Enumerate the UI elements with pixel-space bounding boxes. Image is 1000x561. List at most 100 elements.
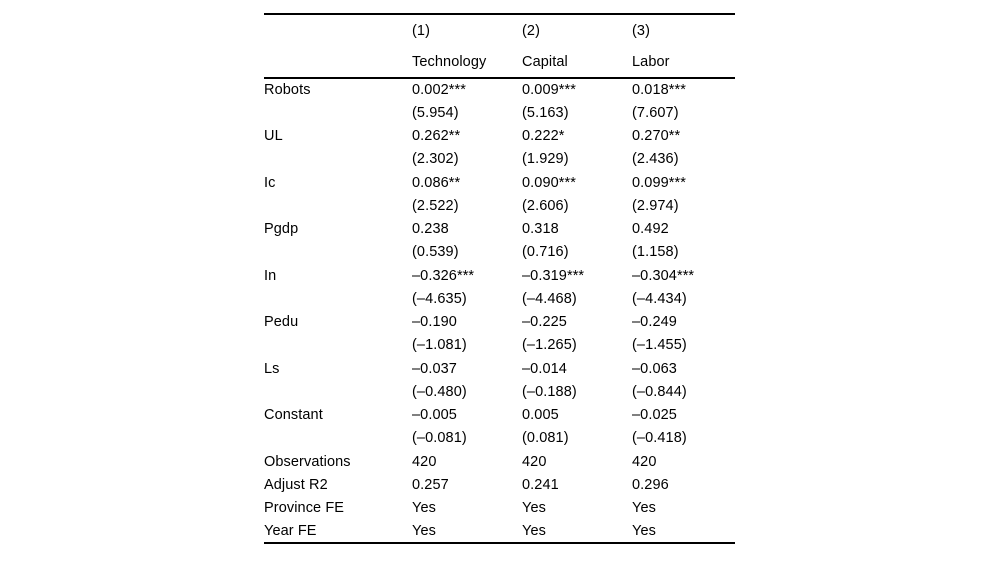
cell: (1.158): [632, 244, 679, 261]
cell: (2.302): [412, 151, 459, 168]
cell: 0.241: [522, 476, 559, 493]
cell: –0.005: [412, 407, 457, 424]
table-row-pgdp: Pgdp 0.238 0.318 0.492: [264, 218, 735, 241]
cell: 0.086**: [412, 174, 461, 191]
cell: –0.304***: [632, 267, 695, 284]
row-label: [264, 101, 412, 124]
row-label: Robots: [264, 82, 311, 99]
cell: 420: [522, 453, 547, 470]
cell: –0.014: [522, 360, 567, 377]
header-row-model-names: Technology Capital Labor: [264, 46, 735, 79]
cell: Yes: [412, 500, 436, 517]
table-body: Robots 0.002*** 0.009*** 0.018*** (5.954…: [264, 78, 735, 545]
cell: (–4.468): [522, 290, 577, 307]
cell: (–0.418): [632, 430, 687, 447]
cell: 420: [632, 453, 657, 470]
table-row-observations: Observations 420 420 420: [264, 450, 735, 473]
table-row-ul-tstat: (2.302) (1.929) (2.436): [264, 148, 735, 171]
cell: 0.492: [632, 221, 669, 238]
row-label: [264, 380, 412, 403]
row-label: [264, 194, 412, 217]
column-header-technology: Technology: [412, 46, 522, 79]
column-header-2: (2): [522, 13, 632, 46]
table-row-ic-tstat: (2.522) (2.606) (2.974): [264, 194, 735, 217]
table-row-in-tstat: (–4.635) (–4.468) (–4.434): [264, 287, 735, 310]
cell: Yes: [412, 519, 522, 545]
row-label: [264, 287, 412, 310]
cell: 0.318: [522, 221, 559, 238]
header-corner: [264, 13, 412, 46]
row-label: Adjust R2: [264, 476, 328, 493]
cell: (–1.455): [632, 337, 687, 354]
table-row-ul: UL 0.262** 0.222* 0.270**: [264, 125, 735, 148]
table-row-ls: Ls –0.037 –0.014 –0.063: [264, 357, 735, 380]
table-row-constant-tstat: (–0.081) (0.081) (–0.418): [264, 427, 735, 450]
cell: 0.257: [412, 476, 449, 493]
cell: –0.225: [522, 314, 567, 331]
row-label: UL: [264, 128, 283, 145]
table-row-constant: Constant –0.005 0.005 –0.025: [264, 404, 735, 427]
table-row-year-fe: Year FE Yes Yes Yes: [264, 519, 735, 545]
cell: Yes: [632, 519, 735, 545]
cell: (–0.844): [632, 383, 687, 400]
cell: (7.607): [632, 104, 679, 121]
cell: –0.190: [412, 314, 457, 331]
cell: 0.270**: [632, 128, 681, 145]
column-header-capital: Capital: [522, 46, 632, 79]
column-header-3: (3): [632, 13, 735, 46]
row-label: [264, 427, 412, 450]
cell: (–0.081): [412, 430, 467, 447]
cell: 0.009***: [522, 82, 577, 99]
row-label: [264, 241, 412, 264]
cell: (5.954): [412, 104, 459, 121]
table-row-pedu: Pedu –0.190 –0.225 –0.249: [264, 311, 735, 334]
table-header: (1) (2) (3) Technology Capital Labor: [264, 13, 735, 79]
cell: 0.222*: [522, 128, 565, 145]
cell: (0.716): [522, 244, 569, 261]
cell: –0.319***: [522, 267, 585, 284]
cell: (–4.434): [632, 290, 687, 307]
results-table: (1) (2) (3) Technology Capital Labor Rob…: [264, 13, 735, 545]
table-row-robots: Robots 0.002*** 0.009*** 0.018***: [264, 78, 735, 101]
cell: 0.296: [632, 476, 669, 493]
cell: 0.090***: [522, 174, 577, 191]
cell: 0.018***: [632, 82, 687, 99]
cell: (1.929): [522, 151, 569, 168]
table-row-in: In –0.326*** –0.319*** –0.304***: [264, 264, 735, 287]
row-label: [264, 334, 412, 357]
cell: 0.262**: [412, 128, 461, 145]
table-row-province-fe: Province FE Yes Yes Yes: [264, 497, 735, 520]
cell: (2.606): [522, 197, 569, 214]
row-label: Observations: [264, 453, 351, 470]
row-label: Ic: [264, 174, 276, 191]
table-row-ls-tstat: (–0.480) (–0.188) (–0.844): [264, 380, 735, 403]
table-row-pgdp-tstat: (0.539) (0.716) (1.158): [264, 241, 735, 264]
cell: (5.163): [522, 104, 569, 121]
cell: (0.539): [412, 244, 459, 261]
cell: 0.002***: [412, 82, 467, 99]
cell: (2.522): [412, 197, 459, 214]
cell: (2.436): [632, 151, 679, 168]
cell: (–4.635): [412, 290, 467, 307]
row-label: Year FE: [264, 519, 412, 545]
cell: –0.063: [632, 360, 677, 377]
column-header-labor: Labor: [632, 46, 735, 79]
table-row-ic: Ic 0.086** 0.090*** 0.099***: [264, 171, 735, 194]
cell: Yes: [522, 519, 632, 545]
cell: –0.249: [632, 314, 677, 331]
table-row-adjust-r2: Adjust R2 0.257 0.241 0.296: [264, 473, 735, 496]
row-label: In: [264, 267, 277, 284]
cell: (–0.188): [522, 383, 577, 400]
regression-table: (1) (2) (3) Technology Capital Labor Rob…: [264, 13, 735, 545]
cell: (2.974): [632, 197, 679, 214]
cell: 0.005: [522, 407, 559, 424]
cell: –0.037: [412, 360, 457, 377]
table-row-robots-tstat: (5.954) (5.163) (7.607): [264, 101, 735, 124]
row-label: Pgdp: [264, 221, 299, 238]
cell: –0.025: [632, 407, 677, 424]
cell: (–1.265): [522, 337, 577, 354]
cell: (–0.480): [412, 383, 467, 400]
row-label: Constant: [264, 407, 323, 424]
cell: Yes: [632, 500, 656, 517]
